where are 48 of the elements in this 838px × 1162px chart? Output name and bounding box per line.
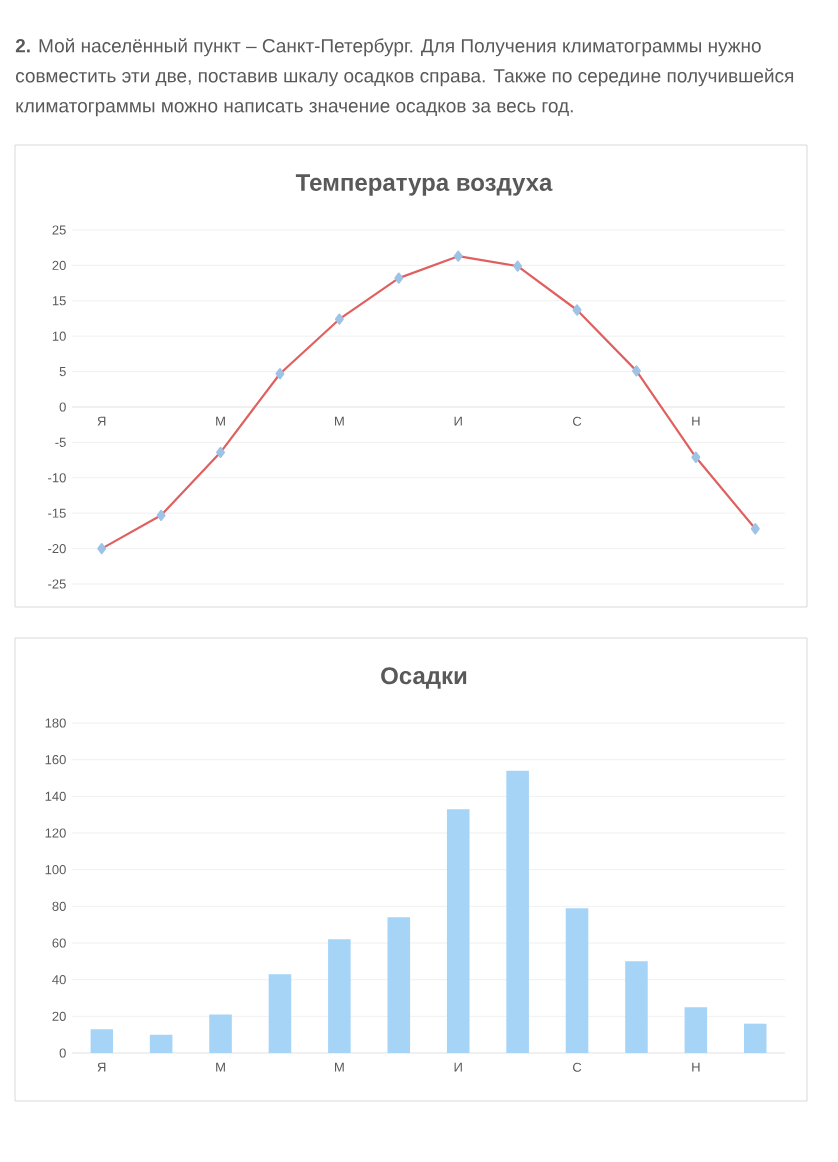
- x-tick-label: М: [335, 416, 344, 426]
- bar: [149, 1034, 173, 1053]
- y-tick-label: 160: [45, 755, 66, 765]
- x-tick-label: М: [216, 416, 225, 426]
- y-tick-label: 0: [59, 1048, 66, 1058]
- x-tick-label: Я: [97, 1062, 106, 1072]
- y-tick-label: 5: [59, 367, 66, 377]
- y-tick-label: -5: [55, 437, 66, 447]
- y-tick-label: -20: [48, 543, 66, 554]
- chart-title: Осадки: [381, 667, 467, 689]
- y-tick-label: 100: [45, 865, 66, 875]
- bar: [387, 917, 411, 1053]
- x-tick-label: Н: [692, 416, 700, 426]
- y-tick-label: 20: [52, 260, 66, 270]
- y-tick-label: 60: [52, 938, 66, 948]
- y-tick-label: 80: [52, 901, 66, 911]
- bar: [328, 939, 351, 1053]
- text: 2. Мой населённый пункт – Санкт-Петербург. Для Получения климатограммы нужно совместить эти две, поставив шкалу осадков справа. Также по середине получившейся климатограммы можно написать значение осадков за весь год.: [15, 38, 794, 117]
- y-tick-label: -10: [48, 473, 66, 483]
- chart-title: Температура воздуха: [295, 174, 553, 196]
- bar: [268, 974, 292, 1053]
- bar: [744, 1023, 767, 1053]
- y-tick-label: -25: [48, 579, 66, 589]
- y-tick-label: 120: [45, 828, 66, 838]
- x-tick-label: И: [454, 416, 462, 426]
- bar: [565, 908, 589, 1053]
- y-tick-label: 10: [52, 331, 66, 341]
- bar: [684, 1007, 708, 1053]
- x-tick-label: М: [335, 1062, 344, 1072]
- bar: [446, 809, 470, 1053]
- bar: [625, 961, 648, 1053]
- x-tick-label: С: [573, 1062, 582, 1072]
- bar: [90, 1029, 113, 1053]
- y-tick-label: 25: [52, 225, 66, 235]
- y-tick-label: 15: [52, 296, 66, 306]
- x-tick-label: С: [573, 416, 582, 426]
- y-tick-label: 140: [45, 791, 66, 801]
- y-tick-label: 0: [59, 402, 66, 412]
- bar: [506, 770, 529, 1053]
- x-tick-label: М: [216, 1062, 225, 1072]
- y-tick-label: 180: [45, 718, 66, 728]
- y-tick-label: 20: [52, 1011, 66, 1021]
- bar: [209, 1014, 232, 1053]
- y-tick-label: -15: [48, 508, 66, 518]
- y-tick-label: 40: [52, 975, 66, 985]
- x-tick-label: И: [454, 1062, 462, 1072]
- x-tick-label: Н: [692, 1062, 700, 1072]
- x-tick-label: Я: [97, 416, 106, 426]
